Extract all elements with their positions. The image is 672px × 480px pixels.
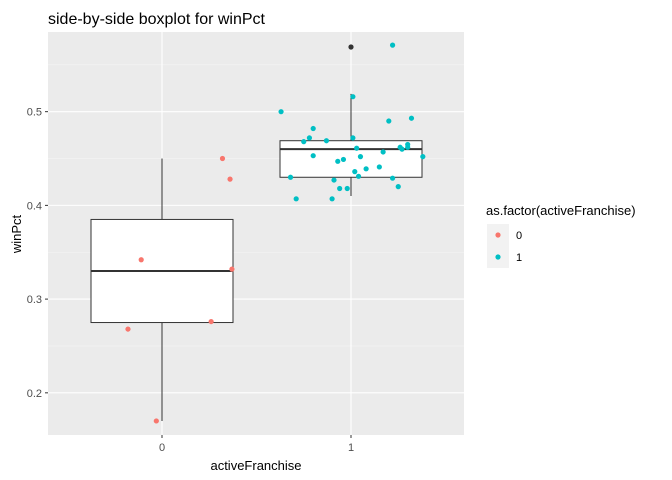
legend-label: 1: [516, 252, 522, 264]
point-0: [229, 266, 235, 272]
grid-lines: [48, 32, 464, 435]
point-1: [287, 174, 294, 180]
point-1: [354, 145, 360, 151]
point-1: [340, 156, 347, 163]
point-1: [310, 125, 316, 132]
point-1: [301, 139, 307, 145]
point-0: [208, 318, 214, 325]
y-tick-label: 0.3: [27, 294, 42, 306]
outlier-point: [348, 44, 354, 50]
point-1: [405, 144, 411, 150]
y-axis-title: winPct: [9, 214, 24, 254]
x-tick-label: 1: [348, 442, 354, 454]
point-1: [278, 109, 284, 115]
point-1: [337, 185, 343, 192]
x-axis-title: activeFranchise: [210, 458, 301, 473]
point-1: [310, 153, 316, 159]
point-1: [395, 184, 401, 190]
chart-title: side-by-side boxplot for winPct: [48, 11, 266, 28]
point-0: [219, 155, 226, 162]
point-1: [408, 115, 415, 121]
point-1: [363, 166, 369, 172]
point-0: [138, 257, 144, 263]
data-points: [125, 42, 426, 424]
point-1: [389, 175, 396, 181]
point-1: [420, 154, 426, 160]
point-1: [389, 42, 396, 48]
box-0: [90, 158, 234, 421]
point-1: [293, 196, 299, 202]
point-1: [352, 169, 358, 175]
legend: as.factor(activeFranchise) 0 1: [486, 203, 636, 268]
legend-title: as.factor(activeFranchise): [486, 203, 636, 218]
point-1: [350, 94, 356, 100]
legend-key-point: [495, 254, 501, 260]
point-1: [357, 154, 364, 160]
legend-key-point: [495, 232, 501, 238]
point-1: [306, 135, 313, 141]
y-tick-label: 0.2: [27, 388, 42, 400]
legend-label: 0: [516, 230, 522, 242]
point-0: [153, 418, 159, 424]
point-1: [344, 185, 350, 192]
point-0: [125, 326, 131, 332]
point-1: [386, 118, 392, 124]
point-1: [380, 149, 386, 155]
y-tick-label: 0.5: [27, 107, 42, 119]
y-tick-label: 0.4: [27, 200, 42, 212]
point-1: [323, 138, 330, 144]
point-1: [350, 135, 356, 141]
point-1: [329, 196, 335, 202]
point-1: [335, 158, 341, 164]
point-1: [376, 164, 382, 170]
x-tick-label: 0: [159, 442, 165, 454]
point-1: [399, 146, 405, 152]
point-0: [227, 176, 233, 182]
y-axis: 0.2 0.3 0.4 0.5: [27, 107, 48, 400]
point-1: [355, 173, 362, 179]
point-1: [331, 177, 337, 183]
